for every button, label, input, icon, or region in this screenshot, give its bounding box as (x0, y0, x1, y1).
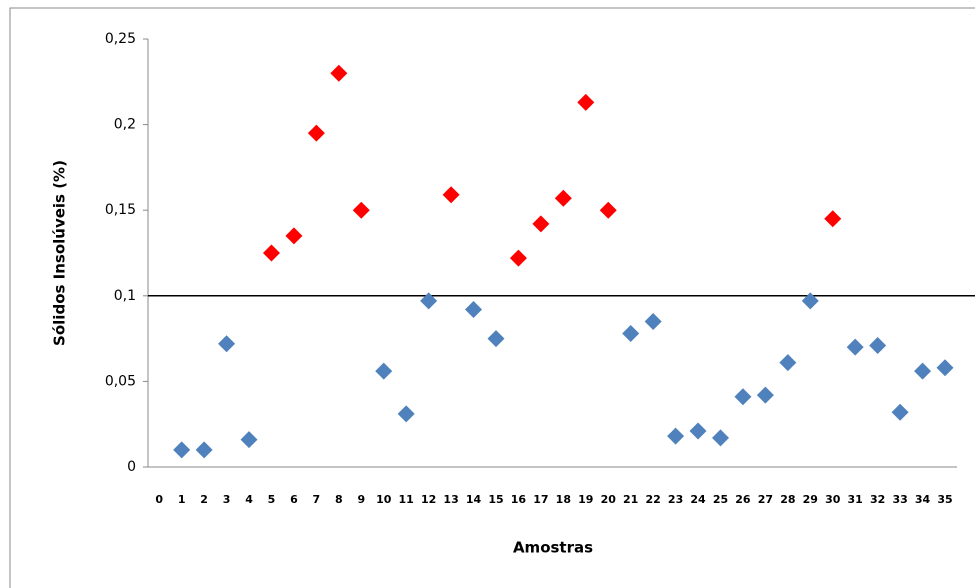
point (689, 422, 707, 440)
point (554, 189, 572, 207)
x-tick-label: 7 (313, 493, 321, 506)
point (846, 338, 864, 356)
y-tick-label: 0,1 (114, 288, 136, 304)
point (914, 362, 932, 380)
x-tick-label: 25 (713, 493, 728, 506)
x-tick-label: 17 (533, 493, 548, 506)
x-tick-label: 5 (268, 493, 276, 506)
point (667, 427, 685, 445)
x-tick-label: 16 (511, 493, 527, 506)
x-tick-label: 13 (443, 493, 458, 506)
x-tick-label: 12 (421, 493, 436, 506)
point (465, 300, 483, 318)
x-tick-label: 2 (200, 493, 208, 506)
point (801, 292, 819, 310)
y-axis-label: Sólidos Insolúveis (%) (51, 160, 69, 346)
point (330, 64, 348, 82)
point (779, 354, 797, 372)
point (262, 244, 280, 262)
y-tick-label: 0,05 (105, 373, 136, 389)
y-tick-label: 0 (127, 459, 136, 475)
x-tick-label: 6 (290, 493, 298, 506)
point (352, 201, 370, 219)
x-tick-label: 24 (690, 493, 706, 506)
point (577, 93, 595, 111)
x-tick-label: 35 (937, 493, 952, 506)
point (195, 441, 213, 459)
x-tick-label: 34 (915, 493, 931, 506)
point (532, 215, 550, 233)
x-tick-label: 28 (780, 493, 795, 506)
point (824, 210, 842, 228)
point (420, 292, 438, 310)
point (644, 312, 662, 330)
x-tick-label: 31 (848, 493, 863, 506)
x-tick-label: 19 (578, 493, 593, 506)
point (756, 386, 774, 404)
point (711, 429, 729, 447)
point (173, 441, 191, 459)
point (734, 388, 752, 406)
x-tick-label: 4 (245, 493, 253, 506)
point (509, 249, 527, 267)
x-tick-label: 26 (735, 493, 751, 506)
point (487, 330, 505, 348)
x-tick-label: 21 (623, 493, 638, 506)
x-tick-label: 1 (178, 493, 186, 506)
x-tick-label: 3 (223, 493, 231, 506)
point (622, 324, 640, 342)
point (307, 124, 325, 142)
x-tick-label: 22 (645, 493, 660, 506)
x-tick-label: 15 (488, 493, 503, 506)
x-tick-label: 23 (668, 493, 683, 506)
x-axis-label: Amostras (513, 539, 593, 557)
x-tick-label: 14 (466, 493, 482, 506)
point (891, 403, 909, 421)
point (375, 362, 393, 380)
point (869, 336, 887, 354)
y-tick-label: 0,15 (105, 202, 136, 218)
x-tick-label: 27 (758, 493, 773, 506)
x-tick-label: 8 (335, 493, 343, 506)
x-tick-label: 11 (399, 493, 414, 506)
x-tick-label: 10 (376, 493, 392, 506)
point (442, 186, 460, 204)
point (218, 335, 236, 353)
x-tick-label: 32 (870, 493, 885, 506)
point (397, 405, 415, 423)
x-tick-label: 18 (556, 493, 571, 506)
x-tick-label: 9 (357, 493, 365, 506)
y-tick-label: 0,25 (105, 31, 136, 47)
point (285, 227, 303, 245)
point (936, 359, 954, 377)
point (240, 431, 258, 449)
x-tick-label: 30 (825, 493, 841, 506)
y-tick-label: 0,2 (114, 117, 136, 133)
x-tick-label: 20 (601, 493, 617, 506)
x-tick-label: 33 (892, 493, 907, 506)
x-tick-label: 29 (803, 493, 818, 506)
x-tick-label: 0 (155, 493, 163, 506)
point (599, 201, 617, 219)
